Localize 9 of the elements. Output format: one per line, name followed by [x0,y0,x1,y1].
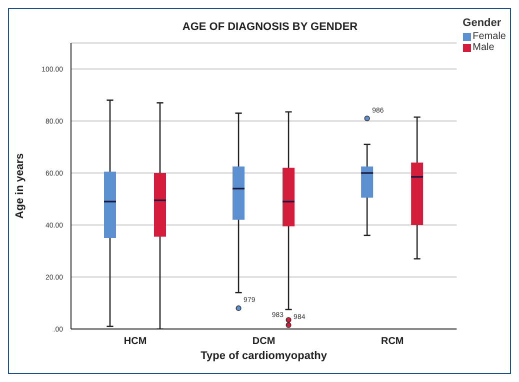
legend-label: Male [472,42,494,53]
legend-label: Female [472,31,506,42]
x-tick-label: DCM [252,336,276,348]
x-axis-title: Type of cardiomyopathy [200,350,328,362]
y-axis-title: Age in years [14,153,26,219]
chart-title: AGE OF DIAGNOSIS BY GENDER [181,21,359,33]
legend-title: Gender [462,17,502,29]
x-tick-label: HCM [124,336,147,348]
x-tick-label: RCM [380,336,404,348]
